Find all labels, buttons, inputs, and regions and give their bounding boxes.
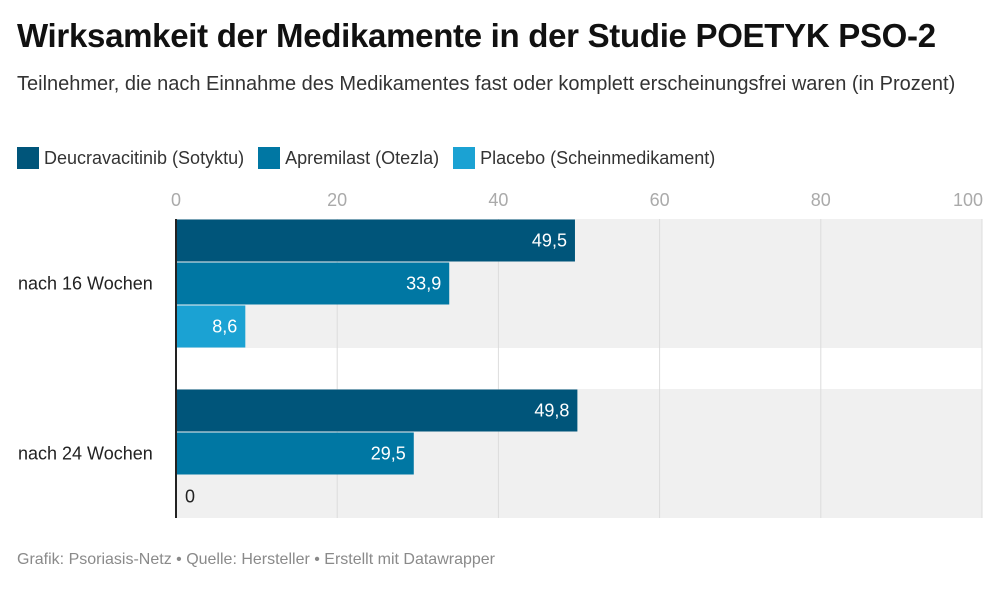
bar [176,389,578,432]
data-label: 8,6 [212,317,237,337]
data-label: 49,5 [532,231,567,251]
data-label: 33,9 [406,274,441,294]
category-label: nach 16 Wochen [18,274,153,294]
legend-item-deucravacitinib: Deucravacitinib (Sotyktu) [17,147,244,169]
bar [176,305,246,348]
legend-swatch [17,147,39,169]
legend-label: Deucravacitinib (Sotyktu) [44,147,245,168]
x-tick-label: 40 [488,190,508,210]
data-label: 0 [185,487,195,507]
legend-swatch [258,147,281,169]
data-label: 29,5 [371,444,406,464]
chart-subtitle: Teilnehmer, die nach Einnahme des Medika… [17,73,956,95]
x-tick-label: 60 [650,190,670,210]
legend-item-apremilast: Apremilast (Otezla) [258,147,439,169]
data-label: 49,8 [534,401,569,421]
bar [176,219,575,262]
category-label: nach 24 Wochen [18,444,153,464]
legend-swatch [453,147,476,169]
bar [176,262,450,305]
legend: Deucravacitinib (Sotyktu) Apremilast (Ot… [17,144,729,172]
bar [176,432,414,475]
x-tick-label: 0 [171,190,181,210]
chart-title: Wirksamkeit der Medikamente in der Studi… [17,17,936,54]
x-tick-label: 100 [953,190,983,210]
legend-item-placebo: Placebo (Scheinmedikament) [453,147,715,169]
source-note: Grafik: Psoriasis-Netz • Quelle: Herstel… [17,551,495,568]
x-tick-label: 80 [811,190,831,210]
legend-label: Placebo (Scheinmedikament) [480,147,716,168]
x-tick-label: 20 [327,190,347,210]
bar-chart: 0 20 40 60 80 100 nach 16 Wochen 49,5 33,9 8,6 nac… [18,190,983,518]
legend-label: Apremilast (Otezla) [285,147,440,168]
